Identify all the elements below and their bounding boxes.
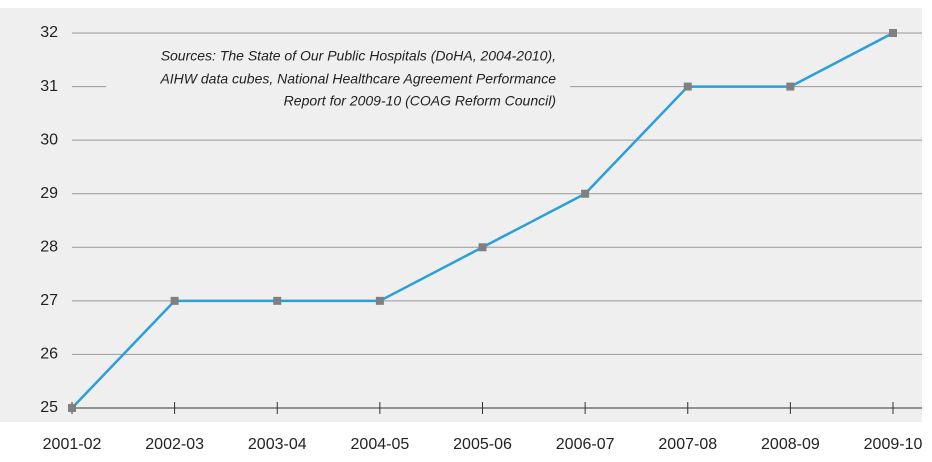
annotation: Sources: The State of Our Public Hospita… [161,48,556,64]
y-tick-label: 29 [40,185,58,202]
y-tick-label: 25 [40,399,58,416]
point-marker [478,243,487,252]
x-tick-label: 2002-03 [145,436,204,453]
point-marker [683,82,692,91]
point-marker [375,296,384,305]
x-tick-label: 2003-04 [248,436,307,453]
x-tick-label: 2008-09 [761,436,820,453]
x-tick-label: 2005-06 [453,436,512,453]
point-marker [273,296,282,305]
point-marker [170,296,179,305]
annotation-background [106,44,570,114]
y-tick-label: 27 [40,292,58,309]
x-tick-label: 2007-08 [658,436,717,453]
y-tick-label: 32 [40,24,58,41]
point-marker [889,29,897,37]
point-marker [786,82,795,91]
x-tick-label: 2009-10 [864,436,923,453]
point-marker [581,189,590,198]
x-tick-label: 2004-05 [351,436,410,453]
y-tick-label: 30 [40,131,58,148]
y-tick-label: 28 [40,239,58,256]
x-tick-label: 2001-02 [43,436,102,453]
annotation: AIHW data cubes, National Healthcare Agr… [159,71,556,87]
y-tick-label: 31 [40,78,58,95]
point-marker [68,404,76,412]
x-tick-label: 2006-07 [556,436,615,453]
annotation: Report for 2009-10 (COAG Reform Council) [284,93,556,109]
y-tick-label: 26 [40,346,58,363]
